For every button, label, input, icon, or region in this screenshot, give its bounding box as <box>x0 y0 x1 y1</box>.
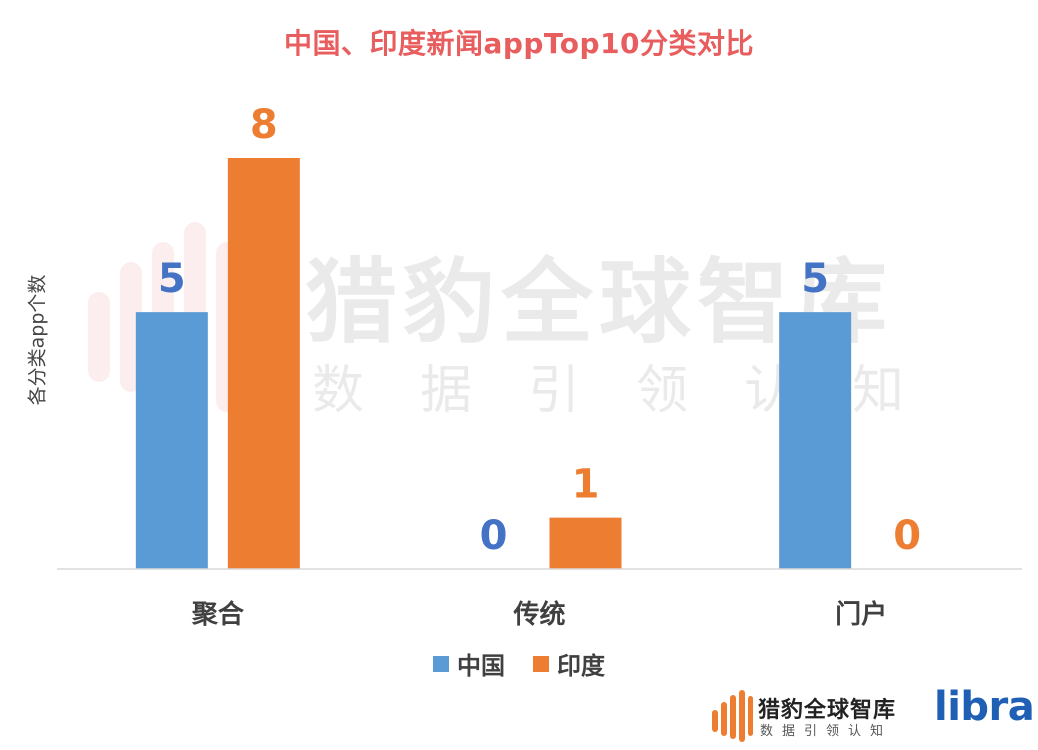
bar-india-1 <box>227 158 300 569</box>
legend-label-india: 印度 <box>557 652 605 680</box>
data-label-china-1: 5 <box>158 256 186 302</box>
brand-footer: 猎豹全球智库 数据引领认知 libra <box>710 684 1035 742</box>
bar-china-1 <box>135 312 208 569</box>
legend-swatch-india <box>533 655 549 672</box>
data-label-india-1: 8 <box>250 102 278 148</box>
x-tick-label-1: 聚合 <box>191 599 245 630</box>
legend-item-india: 印度 <box>533 646 605 681</box>
brand-tagline: 数据引领认知 <box>760 724 893 739</box>
bar-china-3 <box>779 312 852 569</box>
legend-swatch-china <box>433 655 449 672</box>
data-label-china-2: 0 <box>480 513 508 559</box>
chart-plot: 5 8 聚合 0 1 传统 5 0 门户 <box>57 102 1022 630</box>
brand-name: 猎豹全球智库 <box>758 698 897 723</box>
legend: 中国 印度 <box>0 646 1038 681</box>
x-tick-label-3: 门户 <box>835 599 887 630</box>
data-label-india-2: 1 <box>572 462 600 508</box>
legend-label-china: 中国 <box>457 652 505 680</box>
legend-item-china: 中国 <box>433 646 505 681</box>
bar-india-2 <box>549 517 622 569</box>
cheetah-bars-icon <box>712 690 753 742</box>
data-label-china-3: 5 <box>801 256 829 302</box>
x-tick-label-2: 传统 <box>512 599 565 630</box>
chart-title: 中国、印度新闻appTop10分类对比 <box>283 27 755 60</box>
partner-logo-libra: libra <box>934 684 1035 730</box>
data-label-india-3: 0 <box>893 513 921 559</box>
